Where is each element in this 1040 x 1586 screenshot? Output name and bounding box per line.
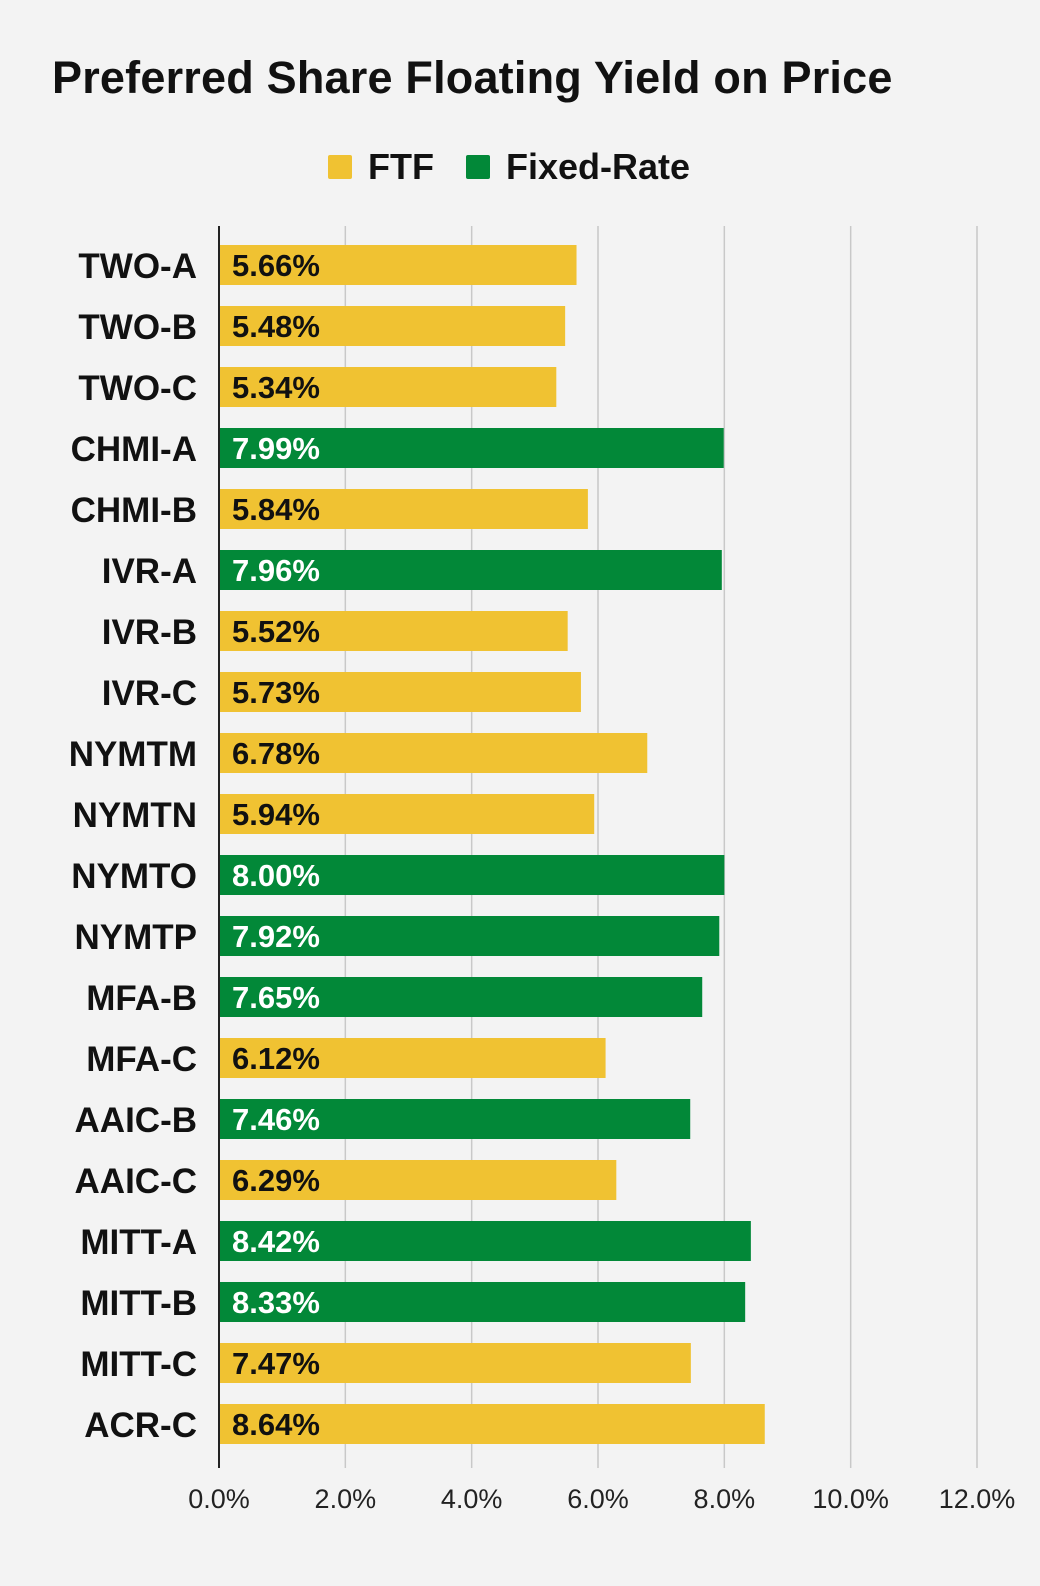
x-tick-label: 8.0% [694, 1484, 756, 1514]
bar [219, 245, 577, 285]
category-label: AAIC-B [75, 1101, 197, 1140]
legend-label-ftf: FTF [368, 146, 434, 187]
category-label: ACR-C [84, 1406, 197, 1445]
category-label: IVR-B [102, 613, 197, 652]
category-label: TWO-A [78, 247, 197, 286]
chart-title: Preferred Share Floating Yield on Price [52, 52, 893, 103]
data-label: 5.48% [232, 309, 320, 344]
bar [219, 733, 648, 773]
data-label: 8.64% [232, 1407, 320, 1442]
bar [219, 977, 703, 1017]
data-label: 7.92% [232, 919, 320, 954]
data-label: 5.66% [232, 248, 320, 283]
bar [219, 1343, 691, 1383]
x-tick-label: 10.0% [812, 1484, 889, 1514]
category-label: MFA-B [86, 979, 197, 1018]
category-label: NYMTN [73, 796, 197, 835]
category-label: IVR-C [102, 674, 197, 713]
category-label: AAIC-C [75, 1162, 197, 1201]
data-label: 6.29% [232, 1163, 320, 1198]
data-label: 7.47% [232, 1346, 320, 1381]
x-tick-label: 2.0% [315, 1484, 377, 1514]
bar [219, 1099, 691, 1139]
category-label: MFA-C [86, 1040, 197, 1079]
bar [219, 611, 568, 651]
category-label: TWO-C [78, 369, 197, 408]
bar [219, 1038, 606, 1078]
data-label: 7.96% [232, 553, 320, 588]
bar [219, 489, 588, 529]
data-label: 5.34% [232, 370, 320, 405]
category-label: IVR-A [102, 552, 197, 591]
bar [219, 306, 566, 346]
x-tick-label: 0.0% [188, 1484, 250, 1514]
legend-swatch-ftf [328, 155, 352, 179]
legend-item-ftf[interactable]: FTF [328, 146, 434, 188]
category-label: MITT-C [80, 1345, 197, 1384]
bar [219, 550, 722, 590]
bar [219, 367, 557, 407]
x-tick-label: 6.0% [567, 1484, 629, 1514]
data-label: 5.94% [232, 797, 320, 832]
data-label: 7.65% [232, 980, 320, 1015]
data-label: 5.84% [232, 492, 320, 527]
bar [219, 672, 581, 712]
bar [219, 855, 725, 895]
category-label: TWO-B [78, 308, 197, 347]
category-label: NYMTM [69, 735, 197, 774]
data-label: 8.33% [232, 1285, 320, 1320]
category-label: CHMI-A [71, 430, 197, 469]
x-tick-label: 12.0% [939, 1484, 1016, 1514]
category-label: NYMTP [75, 918, 198, 957]
data-label: 5.73% [232, 675, 320, 710]
category-label: CHMI-B [71, 491, 197, 530]
legend-swatch-fixed-rate [465, 155, 490, 179]
data-label: 6.12% [232, 1041, 320, 1076]
category-label: NYMTO [71, 857, 197, 896]
bar [219, 428, 724, 468]
bar [219, 916, 720, 956]
legend-label-fixed-rate: Fixed-Rate [505, 146, 691, 187]
data-label: 6.78% [232, 736, 320, 771]
legend: FTF Fixed-Rate [328, 142, 722, 192]
bar [219, 1282, 746, 1322]
category-label: MITT-B [80, 1284, 197, 1323]
x-tick-label: 4.0% [441, 1484, 503, 1514]
bar [219, 1221, 751, 1261]
category-label: MITT-A [80, 1223, 197, 1262]
bar [219, 1404, 765, 1444]
data-label: 5.52% [232, 614, 320, 649]
bar [219, 1160, 617, 1200]
data-label: 8.00% [232, 858, 320, 893]
data-label: 7.99% [232, 431, 320, 466]
data-label: 7.46% [232, 1102, 320, 1137]
bar [219, 794, 595, 834]
data-label: 8.42% [232, 1224, 320, 1259]
legend-item-fixed-rate[interactable]: Fixed-Rate [465, 146, 691, 188]
